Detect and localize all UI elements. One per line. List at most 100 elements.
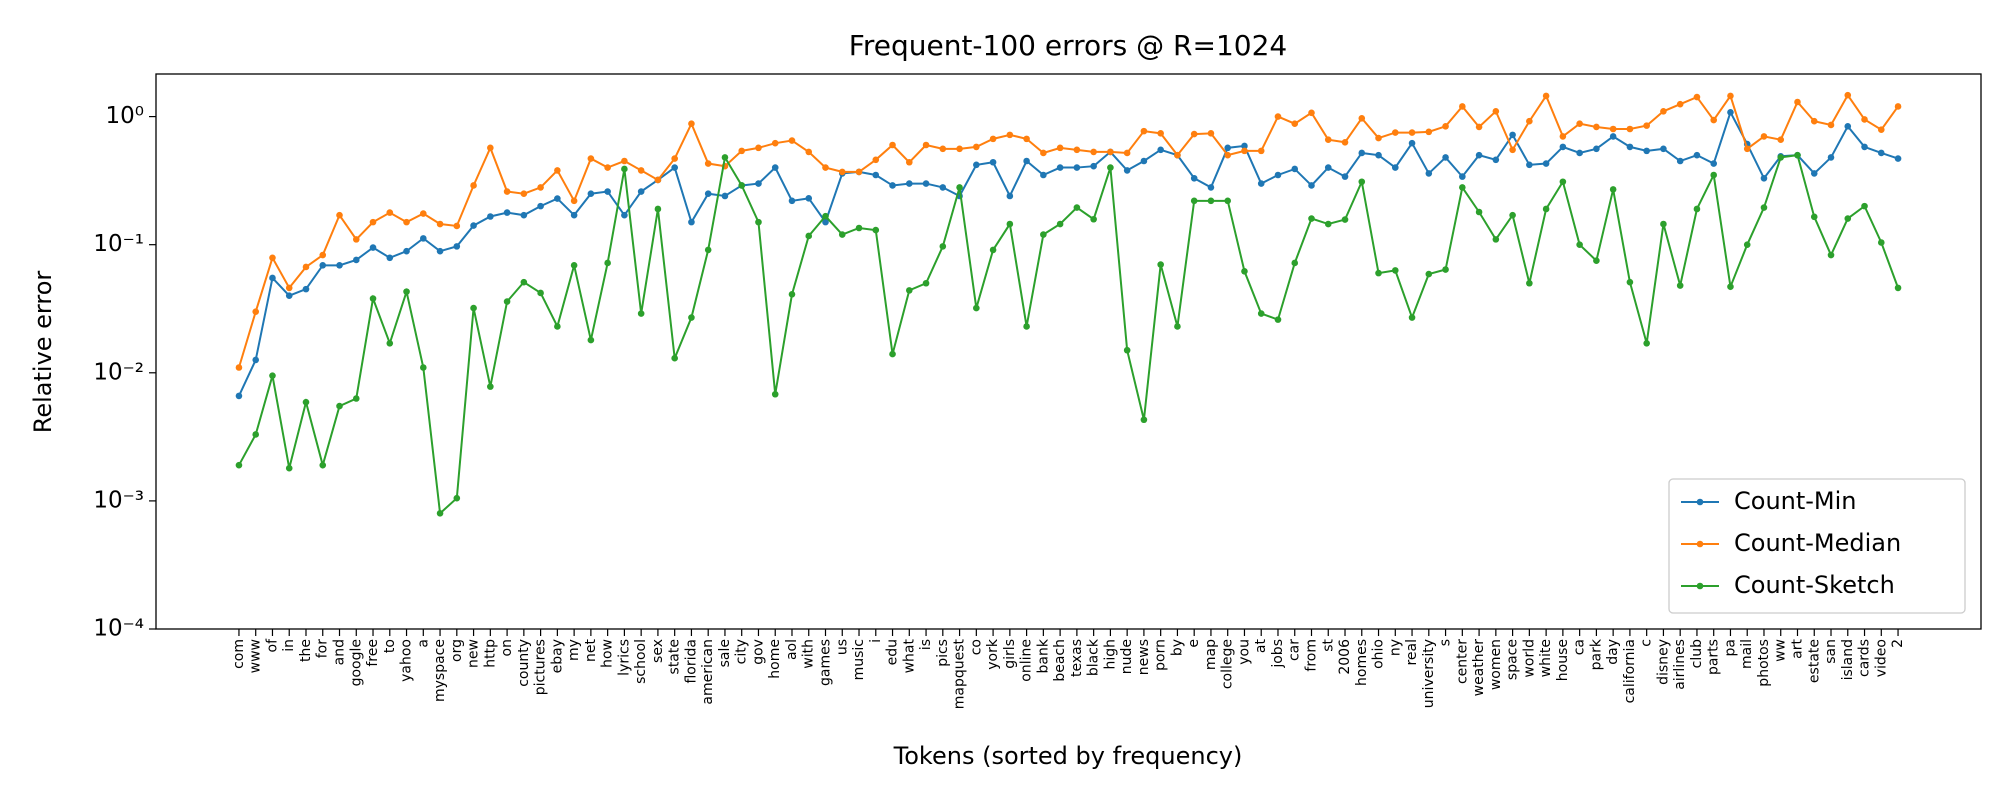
x-tick-label: weather (1471, 639, 1487, 697)
data-point (1509, 146, 1516, 154)
x-tick-label: games (818, 639, 834, 686)
data-point (1526, 279, 1533, 287)
plot-frame (155, 73, 1982, 630)
data-point (1056, 144, 1064, 152)
data-point (637, 310, 645, 317)
x-tick-label: new (466, 639, 482, 668)
data-point (771, 139, 779, 147)
x-tick-label: sale (717, 639, 733, 667)
data-point (1442, 154, 1449, 161)
data-point (1291, 120, 1299, 127)
data-point (838, 231, 846, 238)
data-point (1760, 174, 1768, 182)
data-point (1626, 278, 1634, 286)
data-point (319, 251, 327, 259)
x-tick-label: my (566, 639, 582, 661)
data-point (755, 180, 762, 187)
data-point (503, 188, 511, 195)
data-point (1676, 157, 1684, 165)
data-point (252, 431, 260, 438)
data-point (1844, 122, 1852, 130)
legend-marker (1696, 498, 1704, 506)
data-point (688, 218, 695, 226)
data-point (1894, 284, 1902, 292)
data-point (1810, 170, 1818, 177)
data-point (1877, 239, 1885, 246)
data-point (1425, 170, 1433, 177)
data-point (1710, 160, 1718, 167)
data-point (487, 383, 494, 390)
data-point (688, 314, 695, 321)
x-tick-label: i (868, 639, 884, 643)
data-point (1559, 178, 1567, 186)
data-point (872, 171, 880, 179)
data-point (905, 180, 913, 187)
data-point (269, 372, 276, 379)
data-point (1676, 282, 1684, 289)
x-tick-label: center (1454, 639, 1470, 684)
x-tick-label: texas (1069, 639, 1085, 677)
data-point (1559, 133, 1567, 140)
data-point (1341, 216, 1349, 223)
x-tick-label: for (315, 639, 331, 658)
data-point (1542, 92, 1550, 100)
x-tick-label: nude (1119, 639, 1135, 674)
data-point (369, 244, 377, 251)
data-point (1894, 103, 1902, 110)
data-point (1257, 147, 1265, 155)
data-point (654, 176, 662, 184)
data-point (1274, 171, 1282, 179)
x-tick-label: you (1236, 639, 1252, 665)
data-point (1643, 147, 1650, 155)
data-point (403, 288, 410, 295)
data-point (1660, 107, 1667, 115)
data-point (570, 262, 578, 269)
data-point (1107, 148, 1114, 156)
data-point (1425, 270, 1433, 278)
data-point (1291, 259, 1299, 267)
data-point (671, 164, 678, 171)
data-point (252, 356, 260, 364)
data-point (1408, 314, 1416, 321)
x-tick-label: us (834, 639, 850, 655)
data-point (1861, 116, 1868, 123)
data-point (1257, 310, 1265, 317)
data-point (973, 304, 980, 312)
x-tick-label: mail (1739, 639, 1755, 669)
legend-box (1668, 478, 1966, 614)
data-point (621, 165, 628, 173)
x-tick-label: park (1588, 638, 1604, 670)
data-point (336, 262, 343, 269)
data-point (1391, 164, 1399, 171)
data-point (1358, 178, 1366, 186)
data-point (1844, 215, 1852, 222)
legend-marker (1696, 582, 1704, 590)
data-point (889, 141, 896, 149)
data-point (587, 336, 595, 344)
x-tick-label: photos (1756, 639, 1772, 687)
data-point (1391, 267, 1399, 274)
x-tick-label: music (851, 639, 867, 680)
data-point (738, 182, 746, 189)
x-tick-label: ohio (1371, 639, 1387, 669)
data-point (805, 195, 813, 202)
x-tick-label: by (1169, 639, 1185, 656)
x-tick-label: san (1823, 639, 1839, 664)
x-tick-label: pictures (533, 639, 549, 695)
data-point (269, 274, 276, 282)
data-point (905, 287, 913, 294)
data-point (805, 232, 813, 240)
x-tick-label: ww (1773, 639, 1789, 662)
data-point (1810, 213, 1818, 221)
data-point (1207, 130, 1215, 137)
data-point (1040, 171, 1047, 179)
data-point (704, 246, 712, 254)
x-tick-label: e (1186, 639, 1202, 648)
data-point (1743, 241, 1751, 248)
x-tick-label: at (1253, 638, 1269, 653)
legend-label: Count-Min (1734, 487, 1857, 515)
data-point (285, 284, 293, 292)
data-point (1861, 143, 1868, 151)
data-point (1794, 151, 1801, 159)
data-point (1107, 164, 1114, 171)
